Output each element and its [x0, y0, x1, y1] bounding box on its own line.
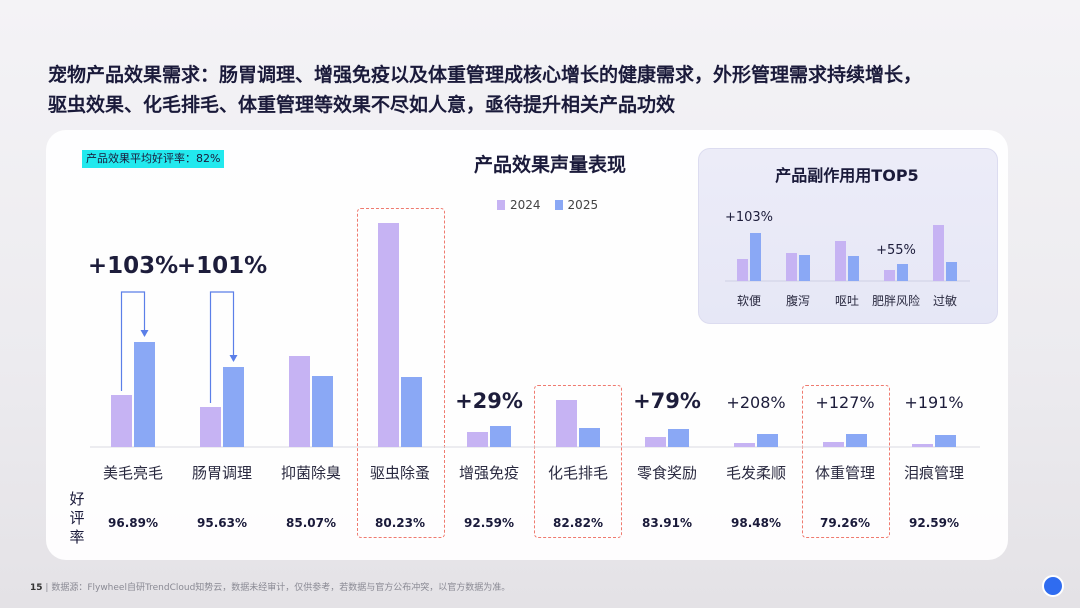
category-label-2: 抑菌除臭	[281, 464, 341, 482]
bar-2025-1	[223, 367, 244, 447]
category-label-8: 体重管理	[815, 464, 875, 482]
flywheel-logo-icon	[1042, 575, 1064, 597]
growth-arrow-line-0	[120, 291, 146, 391]
category-label-1: 肠胃调理	[192, 464, 252, 482]
side-bar-2025-1	[799, 255, 810, 281]
side-category-label-3: 肥胖风险	[872, 293, 920, 308]
growth-label-8: +127%	[815, 393, 874, 412]
bar-2024-2	[289, 356, 310, 447]
side-effects-title: 产品副作用用TOP5	[775, 166, 919, 185]
rating-value-1: 95.63%	[197, 516, 247, 530]
bar-2024-9	[912, 444, 933, 447]
growth-label-1: +101%	[177, 253, 267, 279]
category-label-9: 泪痕管理	[904, 464, 964, 482]
legend-swatch-2025	[554, 200, 563, 210]
category-label-3: 驱虫除蚤	[370, 464, 430, 482]
legend-item-2024: 2024	[497, 198, 541, 212]
chart-title: 产品效果声量表现	[473, 154, 626, 176]
growth-label-9: +191%	[904, 393, 963, 412]
bar-2024-0	[111, 395, 132, 447]
legend-label-2024: 2024	[510, 198, 541, 212]
category-label-5: 化毛排毛	[548, 464, 608, 482]
category-label-0: 美毛亮毛	[103, 464, 163, 482]
bar-2024-8	[823, 442, 844, 447]
side-effects-panel	[698, 148, 998, 324]
side-category-label-0: 软便	[737, 294, 761, 308]
side-bar-2024-2	[835, 241, 846, 281]
rating-row-label: 好评率	[69, 490, 85, 546]
bar-2024-5	[556, 400, 577, 447]
rating-value-5: 82.82%	[553, 516, 603, 530]
category-label-7: 毛发柔顺	[726, 464, 786, 482]
growth-label-4: +29%	[455, 389, 523, 413]
side-bar-2025-3	[897, 264, 908, 281]
title-line-2: 驱虫效果、化毛排毛、体重管理等效果不尽如人意，亟待提升相关产品功效	[48, 94, 676, 116]
rating-value-0: 96.89%	[108, 516, 158, 530]
bar-2025-5	[579, 428, 600, 447]
growth-label-0: +103%	[88, 253, 178, 279]
side-growth-label-0: +103%	[725, 210, 773, 225]
highlight-box-huamao	[534, 385, 622, 538]
side-category-label-2: 呕吐	[835, 294, 859, 308]
bar-2025-2	[312, 376, 333, 447]
growth-arrow-head-0	[140, 330, 149, 337]
rating-value-8: 79.26%	[820, 516, 870, 530]
bar-2025-7	[757, 434, 778, 447]
bar-2025-0	[134, 342, 155, 447]
bar-2025-4	[490, 426, 511, 447]
bar-2024-3	[378, 223, 399, 447]
growth-label-6: +79%	[633, 389, 701, 413]
bar-2024-7	[734, 443, 755, 447]
highlight-box-tizhong	[802, 385, 890, 538]
footer-separator: |	[45, 583, 52, 593]
rating-value-2: 85.07%	[286, 516, 336, 530]
footer-source: 数据源：Flywheel自研TrendCloud知势云，数据未经审计，仅供参考，…	[51, 583, 511, 593]
growth-label-7: +208%	[726, 393, 785, 412]
side-growth-label-3: +55%	[876, 243, 916, 258]
side-bar-2024-3	[884, 270, 895, 281]
side-category-label-4: 过敏	[933, 293, 957, 308]
slide-title: 宠物产品效果需求：肠胃调理、增强免疫以及体重管理成核心增长的健康需求，外形管理需…	[48, 60, 1048, 120]
rating-value-4: 92.59%	[464, 516, 514, 530]
bar-2024-1	[200, 407, 221, 447]
highlight-box-quchong	[357, 208, 445, 538]
category-label-4: 增强免疫	[459, 464, 519, 482]
legend-label-2025: 2025	[567, 198, 599, 212]
side-bar-2025-0	[750, 233, 761, 281]
bar-2024-4	[467, 432, 488, 447]
rating-value-9: 92.59%	[909, 516, 959, 530]
chart-legend: 2024 2025	[497, 198, 598, 212]
legend-swatch-2024	[497, 200, 505, 210]
side-bar-2024-1	[786, 253, 797, 281]
bar-2025-9	[935, 435, 956, 447]
footer: 15 | 数据源：Flywheel自研TrendCloud知势云，数据未经审计，…	[30, 580, 510, 593]
side-bar-2025-4	[946, 262, 957, 281]
rating-value-6: 83.91%	[642, 516, 692, 530]
growth-arrow-line-1	[209, 291, 235, 403]
legend-item-2025: 2025	[554, 198, 599, 212]
bar-2025-6	[668, 429, 689, 447]
bar-2025-3	[401, 377, 422, 447]
avg-rating-badge: 产品效果平均好评率：82%	[82, 150, 225, 168]
bar-2024-6	[645, 437, 666, 447]
category-label-6: 零食奖励	[637, 464, 697, 482]
bar-2025-8	[846, 434, 867, 447]
rating-value-7: 98.48%	[731, 516, 781, 530]
rating-value-3: 80.23%	[375, 516, 425, 530]
title-line-1: 宠物产品效果需求：肠胃调理、增强免疫以及体重管理成核心增长的健康需求，外形管理需…	[48, 64, 923, 86]
side-bar-2024-4	[933, 225, 944, 281]
side-category-label-1: 腹泻	[786, 294, 810, 308]
page-number: 15	[30, 583, 43, 593]
growth-arrow-head-1	[229, 355, 238, 362]
side-bar-2025-2	[848, 256, 859, 281]
side-bar-2024-0	[737, 259, 748, 281]
